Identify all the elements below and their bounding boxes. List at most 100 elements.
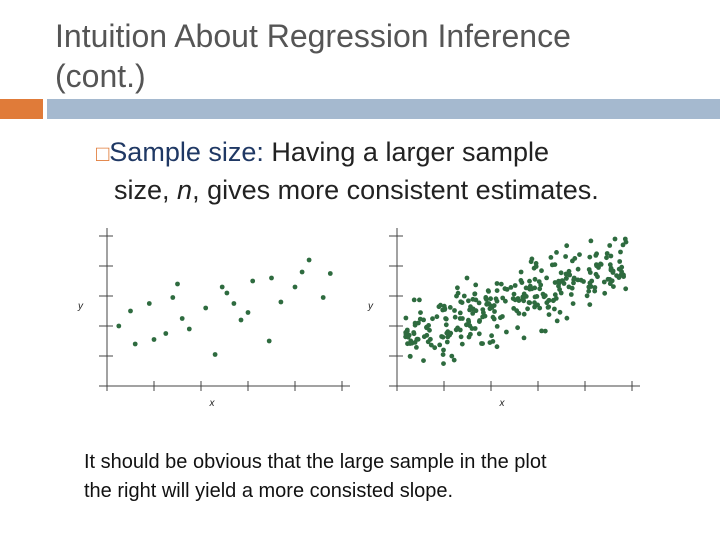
data-point [623,286,629,292]
data-point [584,293,590,299]
data-point [544,275,549,281]
data-point [616,275,622,280]
data-point [455,285,460,291]
data-point [490,339,496,344]
data-point [306,257,312,263]
data-point [534,294,540,299]
x-axis-label: x [209,398,216,409]
data-point [570,258,575,264]
data-point [116,323,122,329]
data-point [278,299,284,305]
data-point [607,262,613,268]
data-point [445,334,451,340]
data-point [492,309,497,314]
data-point [523,285,529,291]
data-point [468,331,473,337]
data-point [605,276,611,282]
data-point [601,279,607,285]
slide-title: Intuition About Regression Inference (co… [55,16,695,96]
data-point [611,284,616,289]
data-point [588,238,594,244]
data-point [424,325,429,331]
data-point [481,310,486,316]
data-point [594,263,599,269]
data-point [459,300,465,305]
data-point [432,345,438,351]
data-point [412,320,418,326]
data-point [592,288,598,294]
data-point [484,301,490,307]
data-point [549,262,555,268]
data-point [407,341,413,346]
data-point [563,275,569,281]
data-point [224,290,230,296]
data-point [567,272,573,278]
data-point [428,336,433,342]
data-point [480,314,485,320]
data-point [320,295,326,300]
data-point [521,298,527,304]
data-point [550,298,556,304]
data-point [592,285,598,290]
data-point [411,330,417,335]
data-point [459,341,465,347]
bullet-text-2a: size, [114,175,178,205]
data-point [132,341,138,347]
data-point [238,317,244,323]
data-point [617,259,623,264]
caption: It should be obvious that the large samp… [84,448,684,506]
y-axis-label: y [367,301,374,312]
data-point [515,296,521,301]
data-point [473,297,479,303]
data-point [512,283,518,288]
data-point [498,281,504,287]
bullet-text-1: Having a larger sample [263,137,550,167]
data-point [516,311,522,316]
data-point [494,344,500,350]
data-point [532,276,538,282]
data-point [622,236,628,242]
data-point [444,339,450,345]
data-point [604,251,610,256]
data-point [428,342,434,348]
data-point [466,317,471,323]
data-point [447,305,453,310]
data-point [571,280,576,286]
data-point [494,281,500,286]
data-point [537,286,543,292]
data-point [503,298,508,304]
bullet-label: Sample size: [109,137,264,167]
data-point [552,306,557,312]
data-point [472,291,478,297]
title-line-1: Intuition About Regression Inference [55,18,571,54]
bullet-sample-size: □Sample size: Having a larger sample siz… [96,134,706,208]
data-point [269,275,274,281]
data-point [498,315,503,321]
data-point [437,342,443,348]
data-point [490,314,496,320]
data-point [266,338,272,344]
data-point [618,249,623,255]
data-point [489,333,494,339]
data-point [455,325,460,331]
data-point [554,250,559,255]
data-point [186,326,192,332]
data-point [407,354,413,359]
data-point [421,334,427,340]
data-point [540,291,546,297]
data-point [569,285,575,291]
data-point [175,281,180,287]
data-point [414,345,419,350]
data-point [557,309,563,315]
data-point [571,275,577,281]
data-point [546,297,552,303]
data-point [292,284,298,290]
data-point [598,261,603,267]
data-point [587,254,593,260]
data-point [612,236,618,242]
data-point [299,269,305,275]
data-point [616,266,622,272]
data-point [179,316,185,321]
data-point [451,357,457,363]
data-point [439,334,444,339]
